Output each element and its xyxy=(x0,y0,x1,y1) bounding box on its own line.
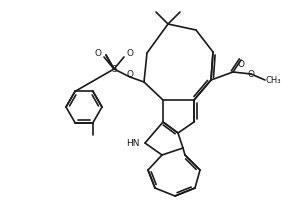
Text: HN: HN xyxy=(127,138,140,147)
Text: O: O xyxy=(95,49,101,58)
Text: O: O xyxy=(248,69,255,78)
Text: CH₃: CH₃ xyxy=(265,76,281,84)
Text: O: O xyxy=(127,69,134,78)
Text: O: O xyxy=(238,60,244,69)
Text: O: O xyxy=(127,49,134,58)
Text: S: S xyxy=(111,65,117,73)
